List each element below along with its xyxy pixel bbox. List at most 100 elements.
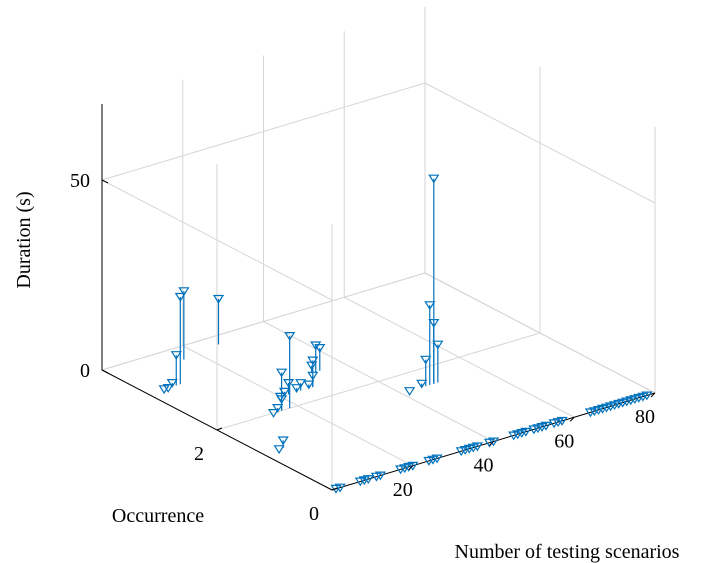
stem-marker	[471, 442, 483, 452]
x-tick-mark	[650, 392, 656, 398]
x-tick-label: 40	[474, 455, 494, 477]
stem-point	[374, 471, 386, 481]
stem-point	[174, 292, 186, 385]
stem-point	[295, 379, 307, 391]
stem-marker	[420, 355, 432, 365]
stem-point	[277, 436, 289, 448]
right-wall-grid-line-z	[424, 272, 656, 394]
stem-marker	[310, 341, 322, 351]
stem-marker	[170, 351, 182, 361]
stem-point	[306, 361, 318, 374]
z-tick-mark	[101, 179, 109, 184]
stem-marker	[556, 416, 568, 426]
stem-point	[428, 174, 440, 384]
stem-point	[314, 344, 326, 371]
stem-marker	[362, 475, 374, 485]
y-tick-label: 0	[309, 503, 319, 525]
stem-marker	[520, 427, 532, 437]
stem-marker	[641, 391, 653, 401]
back-wall-grid-line-z	[101, 82, 426, 181]
stem-point	[303, 380, 315, 390]
back-wall-grid-line-z	[101, 272, 426, 371]
stem-marker	[291, 384, 303, 394]
z-tick-label: 0	[80, 360, 90, 382]
stem-point	[170, 351, 182, 386]
stem-point	[334, 483, 346, 493]
stem-marker	[174, 292, 186, 302]
x-tick-mark	[489, 441, 494, 446]
stem-marker	[540, 421, 552, 431]
stem-point	[283, 379, 295, 395]
stem-point	[424, 301, 436, 386]
stem-point	[284, 332, 296, 409]
y-tick-mark	[331, 487, 338, 491]
stem-point	[540, 421, 552, 431]
stem-point	[487, 437, 500, 447]
stem-point	[273, 445, 285, 455]
right-wall-grid-line-z	[424, 82, 656, 204]
stem-marker	[283, 379, 295, 388]
stem-point	[432, 340, 444, 383]
stem-marker	[273, 445, 285, 455]
stem-marker	[284, 332, 296, 341]
stem-point	[407, 461, 419, 471]
stem-point	[471, 442, 483, 452]
stem-point	[307, 356, 319, 388]
stem-point	[556, 416, 568, 426]
stem-marker	[166, 379, 178, 388]
y-tick-label: 2	[194, 443, 204, 465]
stem-marker	[277, 436, 289, 446]
stem-marker	[314, 344, 326, 353]
x-tick-mark	[408, 465, 414, 471]
stem-marker	[278, 387, 291, 397]
stem-point	[291, 384, 303, 394]
stem-marker	[303, 380, 315, 390]
stem-point	[362, 475, 374, 485]
stem-marker	[487, 437, 500, 447]
stem-marker	[307, 356, 319, 366]
stem-marker	[404, 387, 416, 397]
stem-point	[272, 404, 284, 413]
x-tick-label: 20	[393, 479, 413, 501]
stem-point	[310, 341, 322, 372]
stem-point	[431, 454, 443, 464]
stem-point	[162, 384, 174, 393]
stem-marker	[432, 340, 444, 350]
stem-marker	[428, 174, 440, 184]
stem-point	[416, 379, 428, 389]
stem-marker	[274, 392, 287, 402]
stem-point	[641, 391, 653, 401]
stem-marker	[416, 379, 428, 389]
stem-point	[404, 387, 416, 397]
stem-point	[420, 355, 432, 387]
stem-point	[212, 294, 225, 345]
stem-marker	[272, 404, 284, 413]
stem-marker	[178, 287, 190, 297]
stem-marker	[407, 461, 419, 471]
stem-point	[278, 387, 291, 397]
z-tick-mark	[101, 369, 109, 374]
stem-marker	[212, 294, 225, 304]
stem-point	[178, 287, 190, 360]
stem-marker	[424, 301, 436, 311]
x-tick-label: 60	[554, 430, 574, 452]
z-axis-title: Duration (s)	[13, 191, 35, 288]
x-tick-label: 80	[635, 406, 655, 428]
stem-point	[166, 379, 178, 388]
stem-marker	[162, 384, 174, 393]
z-tick-label: 50	[70, 170, 90, 192]
stem-point	[274, 392, 287, 402]
stem-layer	[158, 174, 653, 494]
stem-marker	[295, 379, 307, 389]
y-axis-title: Occurrence	[112, 505, 204, 527]
floor-grid-line-y	[216, 332, 541, 431]
stem-marker	[276, 368, 288, 378]
stem-marker	[306, 361, 318, 371]
x-axis-title: Number of testing scenarios	[455, 541, 680, 563]
stem-point	[267, 409, 280, 418]
stem-marker	[334, 483, 346, 493]
x-tick-mark	[569, 416, 575, 422]
stem-point	[520, 427, 532, 437]
